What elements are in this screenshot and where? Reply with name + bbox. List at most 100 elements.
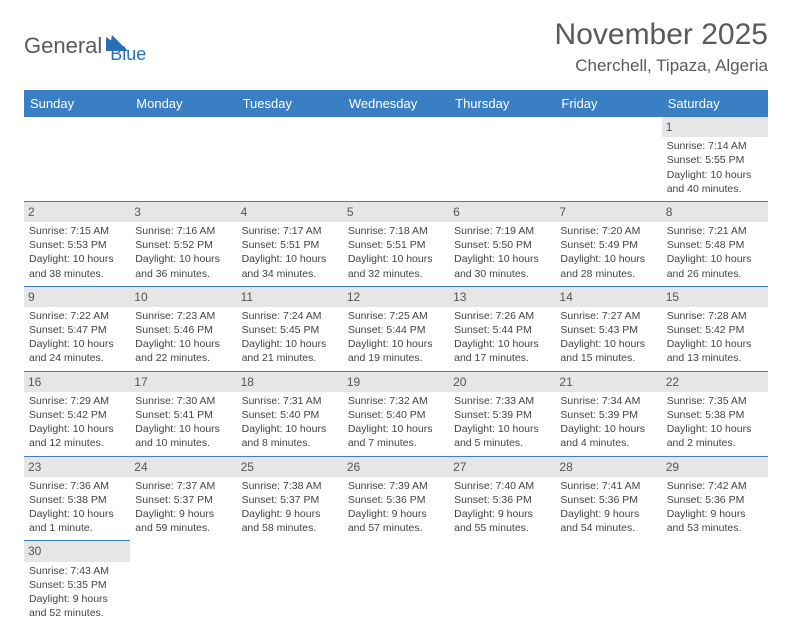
sunrise-text: Sunrise: 7:15 AM	[29, 224, 125, 238]
day-header-row: SundayMondayTuesdayWednesdayThursdayFrid…	[24, 90, 768, 117]
daylight-text: Daylight: 9 hours	[454, 507, 550, 521]
daylight-text: Daylight: 10 hours	[667, 422, 763, 436]
day-cell: 17Sunrise: 7:30 AMSunset: 5:41 PMDayligh…	[130, 371, 236, 456]
daylight-text: and 34 minutes.	[242, 267, 338, 281]
daylight-text: and 54 minutes.	[560, 521, 656, 535]
daylight-text: Daylight: 10 hours	[348, 337, 444, 351]
location: Cherchell, Tipaza, Algeria	[555, 56, 768, 76]
day-cell: 10Sunrise: 7:23 AMSunset: 5:46 PMDayligh…	[130, 286, 236, 371]
day-number: 26	[343, 457, 449, 477]
day-cell: 2Sunrise: 7:15 AMSunset: 5:53 PMDaylight…	[24, 201, 130, 286]
sunset-text: Sunset: 5:37 PM	[135, 493, 231, 507]
sunrise-text: Sunrise: 7:25 AM	[348, 309, 444, 323]
sunrise-text: Sunrise: 7:34 AM	[560, 394, 656, 408]
daylight-text: Daylight: 10 hours	[135, 252, 231, 266]
day-number: 12	[343, 287, 449, 307]
daylight-text: Daylight: 10 hours	[29, 337, 125, 351]
daylight-text: and 28 minutes.	[560, 267, 656, 281]
calendar-body: 1Sunrise: 7:14 AMSunset: 5:55 PMDaylight…	[24, 117, 768, 625]
daylight-text: and 58 minutes.	[242, 521, 338, 535]
daylight-text: and 22 minutes.	[135, 351, 231, 365]
daylight-text: Daylight: 10 hours	[454, 252, 550, 266]
daylight-text: and 30 minutes.	[454, 267, 550, 281]
sunrise-text: Sunrise: 7:14 AM	[667, 139, 763, 153]
daylight-text: and 26 minutes.	[667, 267, 763, 281]
day-number: 19	[343, 372, 449, 392]
empty-cell	[343, 541, 449, 625]
sunset-text: Sunset: 5:45 PM	[242, 323, 338, 337]
daylight-text: Daylight: 10 hours	[560, 337, 656, 351]
day-number: 15	[662, 287, 768, 307]
daylight-text: and 21 minutes.	[242, 351, 338, 365]
day-cell: 12Sunrise: 7:25 AMSunset: 5:44 PMDayligh…	[343, 286, 449, 371]
empty-cell	[555, 541, 661, 625]
day-cell: 16Sunrise: 7:29 AMSunset: 5:42 PMDayligh…	[24, 371, 130, 456]
daylight-text: Daylight: 10 hours	[667, 337, 763, 351]
daylight-text: Daylight: 10 hours	[29, 507, 125, 521]
day-number: 11	[237, 287, 343, 307]
daylight-text: Daylight: 10 hours	[454, 422, 550, 436]
sunrise-text: Sunrise: 7:24 AM	[242, 309, 338, 323]
sunrise-text: Sunrise: 7:28 AM	[667, 309, 763, 323]
sunset-text: Sunset: 5:38 PM	[29, 493, 125, 507]
sunset-text: Sunset: 5:38 PM	[667, 408, 763, 422]
day-number: 8	[662, 202, 768, 222]
sunset-text: Sunset: 5:47 PM	[29, 323, 125, 337]
calendar-row: 16Sunrise: 7:29 AMSunset: 5:42 PMDayligh…	[24, 371, 768, 456]
sunset-text: Sunset: 5:46 PM	[135, 323, 231, 337]
sunset-text: Sunset: 5:55 PM	[667, 153, 763, 167]
sunrise-text: Sunrise: 7:32 AM	[348, 394, 444, 408]
daylight-text: and 52 minutes.	[29, 606, 125, 620]
daylight-text: and 32 minutes.	[348, 267, 444, 281]
daylight-text: Daylight: 10 hours	[348, 252, 444, 266]
calendar-row: 2Sunrise: 7:15 AMSunset: 5:53 PMDaylight…	[24, 201, 768, 286]
daylight-text: and 10 minutes.	[135, 436, 231, 450]
sunset-text: Sunset: 5:51 PM	[348, 238, 444, 252]
day-number: 25	[237, 457, 343, 477]
day-cell: 1 Sunrise: 7:14 AMSunset: 5:55 PMDaylight…	[662, 117, 768, 201]
day-cell: 7Sunrise: 7:20 AMSunset: 5:49 PMDaylight…	[555, 201, 661, 286]
sunrise-text: Sunrise: 7:18 AM	[348, 224, 444, 238]
calendar-table: SundayMondayTuesdayWednesdayThursdayFrid…	[24, 90, 768, 625]
calendar-row: 30Sunrise: 7:43 AMSunset: 5:35 PMDayligh…	[24, 541, 768, 625]
daylight-text: Daylight: 10 hours	[560, 252, 656, 266]
day-cell: 24Sunrise: 7:37 AMSunset: 5:37 PMDayligh…	[130, 456, 236, 541]
day-header: Thursday	[449, 90, 555, 117]
day-cell: 9Sunrise: 7:22 AMSunset: 5:47 PMDaylight…	[24, 286, 130, 371]
daylight-text: Daylight: 10 hours	[242, 252, 338, 266]
daylight-text: and 36 minutes.	[135, 267, 231, 281]
sunset-text: Sunset: 5:44 PM	[454, 323, 550, 337]
daylight-text: Daylight: 10 hours	[29, 252, 125, 266]
sunrise-text: Sunrise: 7:40 AM	[454, 479, 550, 493]
empty-cell	[237, 541, 343, 625]
sunset-text: Sunset: 5:39 PM	[454, 408, 550, 422]
daylight-text: and 24 minutes.	[29, 351, 125, 365]
daylight-text: Daylight: 9 hours	[29, 592, 125, 606]
day-number: 27	[449, 457, 555, 477]
calendar-row: 23Sunrise: 7:36 AMSunset: 5:38 PMDayligh…	[24, 456, 768, 541]
daylight-text: Daylight: 10 hours	[560, 422, 656, 436]
sunrise-text: Sunrise: 7:42 AM	[667, 479, 763, 493]
sunrise-text: Sunrise: 7:21 AM	[667, 224, 763, 238]
daylight-text: and 1 minute.	[29, 521, 125, 535]
day-number: 1	[662, 117, 768, 137]
sunset-text: Sunset: 5:51 PM	[242, 238, 338, 252]
sunrise-text: Sunrise: 7:33 AM	[454, 394, 550, 408]
day-cell: 20Sunrise: 7:33 AMSunset: 5:39 PMDayligh…	[449, 371, 555, 456]
sunset-text: Sunset: 5:53 PM	[29, 238, 125, 252]
sunset-text: Sunset: 5:36 PM	[667, 493, 763, 507]
daylight-text: and 4 minutes.	[560, 436, 656, 450]
sunset-text: Sunset: 5:43 PM	[560, 323, 656, 337]
daylight-text: Daylight: 10 hours	[667, 168, 763, 182]
sunrise-text: Sunrise: 7:38 AM	[242, 479, 338, 493]
day-cell: 8Sunrise: 7:21 AMSunset: 5:48 PMDaylight…	[662, 201, 768, 286]
sunset-text: Sunset: 5:48 PM	[667, 238, 763, 252]
sunrise-text: Sunrise: 7:39 AM	[348, 479, 444, 493]
day-cell: 26Sunrise: 7:39 AMSunset: 5:36 PMDayligh…	[343, 456, 449, 541]
day-cell: 21Sunrise: 7:34 AMSunset: 5:39 PMDayligh…	[555, 371, 661, 456]
sunset-text: Sunset: 5:36 PM	[454, 493, 550, 507]
day-number: 23	[24, 457, 130, 477]
sunrise-text: Sunrise: 7:37 AM	[135, 479, 231, 493]
day-cell: 23Sunrise: 7:36 AMSunset: 5:38 PMDayligh…	[24, 456, 130, 541]
day-cell: 19Sunrise: 7:32 AMSunset: 5:40 PMDayligh…	[343, 371, 449, 456]
